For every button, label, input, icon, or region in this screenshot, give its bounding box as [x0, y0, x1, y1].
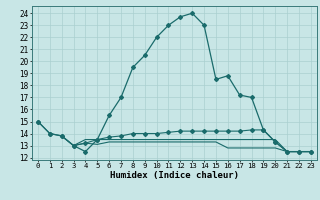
X-axis label: Humidex (Indice chaleur): Humidex (Indice chaleur): [110, 171, 239, 180]
